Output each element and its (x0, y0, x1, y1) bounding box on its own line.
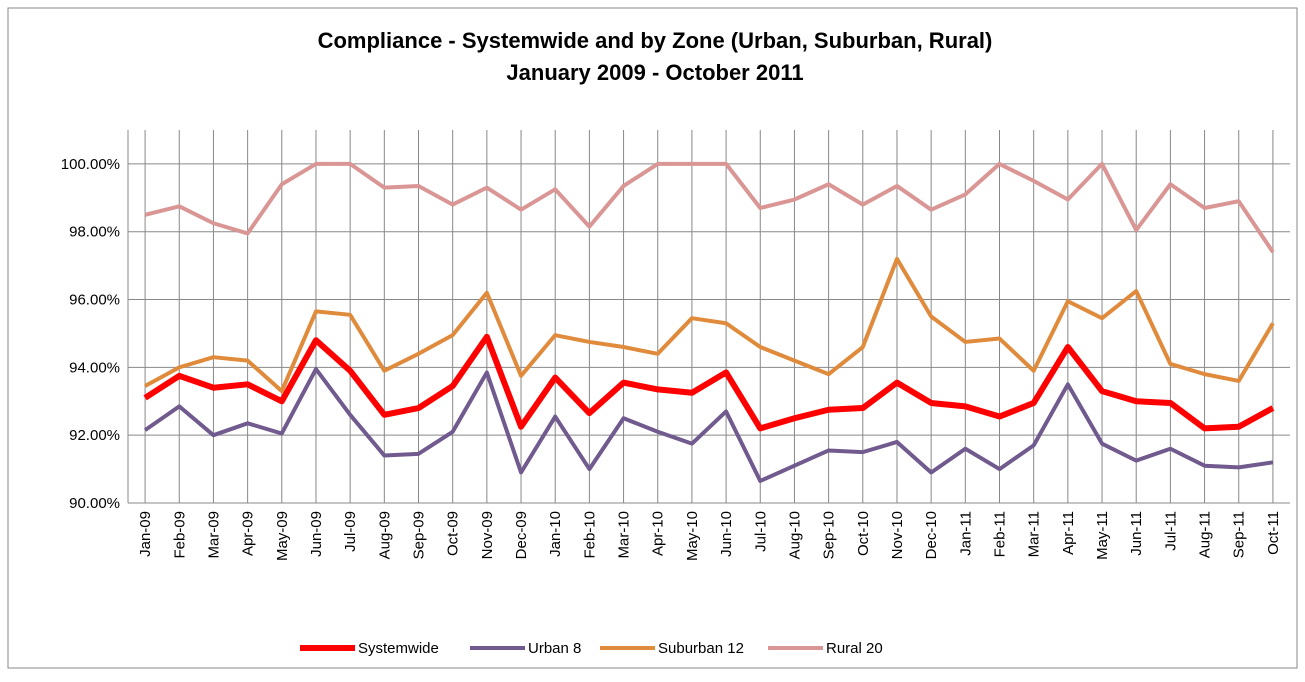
chart-subtitle: January 2009 - October 2011 (506, 60, 803, 85)
x-tick-label: Oct-09 (445, 511, 462, 556)
x-tick-label: Aug-10 (786, 511, 803, 559)
x-tick-label: Sep-11 (1231, 511, 1248, 558)
x-tick-label: Sep-09 (411, 511, 428, 559)
x-tick-label: Feb-09 (171, 511, 188, 559)
x-tick-label: Jan-11 (957, 511, 974, 556)
x-tick-label: Dec-09 (513, 511, 530, 559)
x-tick-label: Jul-09 (342, 511, 359, 552)
x-tick-label: Sep-10 (821, 511, 838, 559)
x-tick-label: Jan-10 (547, 511, 564, 557)
series-line (144, 256, 1275, 394)
x-tick-label: Jul-11 (1162, 511, 1179, 551)
x-tick-label: Aug-11 (1197, 511, 1214, 558)
y-tick-label: 94.00% (69, 359, 120, 376)
legend-label: Suburban 12 (658, 640, 744, 657)
x-tick-label: Nov-09 (479, 511, 496, 559)
legend-label: Rural 20 (826, 640, 883, 657)
x-tick-label: Apr-11 (1060, 511, 1077, 555)
y-tick-label: 96.00% (69, 292, 120, 309)
legend-label: Urban 8 (528, 640, 581, 657)
series-line (143, 333, 1275, 432)
x-tick-label: May-09 (274, 511, 291, 561)
x-tick-label: Aug-09 (376, 511, 393, 559)
x-tick-label: Jul-10 (752, 511, 769, 552)
x-tick-label: Feb-11 (992, 511, 1009, 557)
x-tick-label: Mar-11 (1026, 511, 1043, 557)
x-tick-label: Nov-10 (889, 511, 906, 559)
chart-border (7, 7, 1298, 669)
x-tick-label: May-10 (684, 511, 701, 561)
x-tick-label: Apr-10 (650, 511, 667, 556)
x-tick-label: Feb-10 (581, 511, 598, 559)
legend-label: Systemwide (358, 640, 439, 657)
x-tick-label: Jun-11 (1128, 511, 1145, 556)
x-tick-label: Apr-09 (240, 511, 257, 556)
y-tick-label: 90.00% (69, 495, 120, 512)
series-line (143, 367, 1274, 483)
x-tick-label: Mar-09 (205, 511, 222, 559)
x-tick-label: Mar-10 (616, 511, 633, 559)
x-tick-label: Oct-11 (1265, 511, 1282, 555)
x-tick-label: Jun-09 (308, 511, 325, 557)
y-tick-label: 92.00% (69, 427, 120, 444)
x-tick-label: Dec-10 (923, 511, 940, 559)
chart-title: Compliance - Systemwide and by Zone (Urb… (318, 28, 993, 53)
x-tick-label: May-11 (1094, 511, 1111, 560)
series-line (144, 161, 1275, 254)
y-tick-label: 98.00% (69, 224, 120, 241)
x-tick-label: Jun-10 (718, 511, 735, 557)
x-tick-label: Oct-10 (855, 511, 872, 556)
y-tick-label: 100.00% (61, 156, 120, 173)
x-tick-label: Jan-09 (137, 511, 154, 557)
